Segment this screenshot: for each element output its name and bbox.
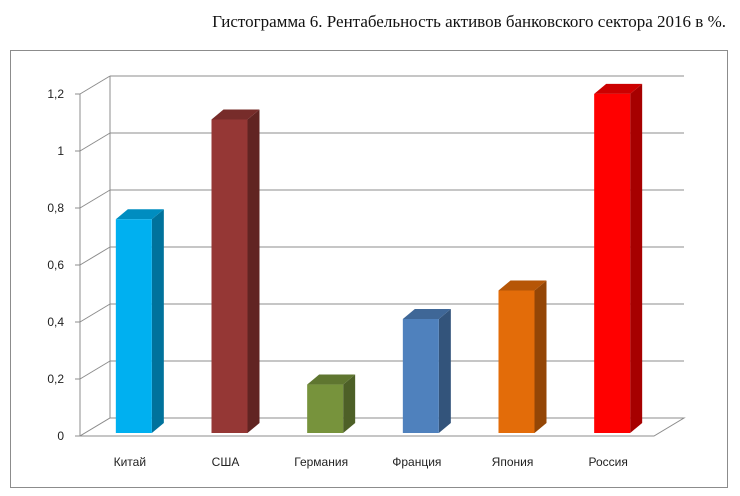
- grid-line-diagonal: [79, 360, 111, 380]
- x-category-label: Германия: [294, 455, 348, 469]
- grid-line-diagonal: [79, 75, 111, 95]
- grid-line-diagonal: [79, 303, 111, 323]
- grid-line-diagonal: [79, 189, 111, 209]
- x-category-label: Китай: [114, 455, 146, 469]
- bar-top: [594, 83, 643, 94]
- bar: [211, 119, 248, 433]
- y-tick-label: 0,4: [47, 315, 64, 329]
- bar-top: [402, 309, 451, 319]
- bar-side: [630, 83, 643, 433]
- grid-line-diagonal: [79, 246, 111, 266]
- y-tick-label: 0: [57, 429, 64, 443]
- y-tick-label: 0,2: [47, 372, 64, 386]
- x-category-label: Франция: [392, 455, 441, 469]
- grid-line-diagonal: [79, 132, 111, 152]
- bar-top: [115, 209, 164, 220]
- bar: [594, 93, 631, 433]
- bar-top: [211, 109, 260, 120]
- y-tick-label: 1,2: [47, 87, 64, 101]
- y-tick-label: 1: [57, 144, 64, 158]
- y-tick-label: 0,8: [47, 201, 64, 215]
- bar: [115, 219, 152, 433]
- x-category-label: США: [212, 455, 240, 469]
- bar: [307, 384, 344, 433]
- y-tick-label: 0,6: [47, 258, 64, 272]
- bar-side: [438, 309, 451, 433]
- chart-caption: Гистограмма 6. Рентабельность активов ба…: [212, 12, 726, 31]
- bar-top: [307, 374, 356, 385]
- bar-side: [151, 209, 164, 433]
- bar-top: [498, 280, 547, 291]
- bar-side: [343, 374, 356, 433]
- chart-floor: [78, 417, 686, 437]
- bar-side: [247, 109, 260, 433]
- x-category-label: Россия: [588, 455, 627, 469]
- bar-side: [534, 280, 547, 433]
- x-category-label: Япония: [492, 455, 534, 469]
- bar: [498, 290, 535, 433]
- bar: [402, 319, 439, 433]
